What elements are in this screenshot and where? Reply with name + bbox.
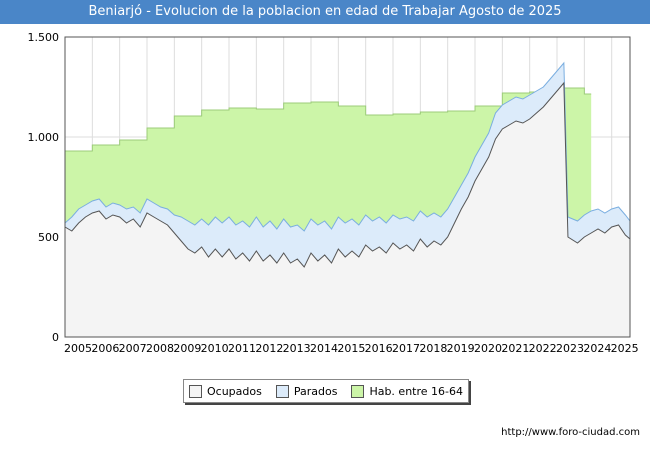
series-area-ocupados (65, 83, 630, 337)
source-credit: http://www.foro-ciudad.com (501, 427, 640, 438)
x-tick-label: 2023 (556, 342, 584, 355)
series-line-parados (64, 61, 631, 232)
series-line-ocupados (64, 81, 631, 268)
x-tick-label: 2018 (419, 342, 447, 355)
x-tick-label: 2007 (119, 342, 147, 355)
x-tick-label: 2005 (64, 342, 92, 355)
x-tick-label: 2022 (529, 342, 557, 355)
x-tick-label: 2019 (447, 342, 475, 355)
x-tick-label: 2009 (173, 342, 201, 355)
legend-label-parados: Parados (293, 384, 338, 398)
x-tick-label: 2013 (283, 342, 311, 355)
plot-frame (64, 36, 631, 338)
legend-item-ocupados: Ocupados (188, 384, 262, 398)
x-tick-label: 2025 (611, 342, 639, 355)
chart-title: Beniarjó - Evolucion de la poblacion en … (0, 0, 650, 24)
y-tick-label: 1.000 (28, 131, 60, 144)
legend-label-ocupados: Ocupados (206, 384, 262, 398)
legend-swatch-hab (351, 384, 365, 398)
legend: Ocupados Parados Hab. entre 16-64 (183, 379, 469, 403)
x-tick-label: 2020 (474, 342, 502, 355)
x-tick-label: 2012 (255, 342, 283, 355)
y-tick-label: 0 (52, 331, 59, 344)
x-tick-label: 2024 (583, 342, 611, 355)
watermark-text: FORO-CIUDAD.COM (228, 353, 468, 374)
x-tick-label: 2011 (228, 342, 256, 355)
x-tick-label: 2017 (392, 342, 420, 355)
legend-swatch-parados (275, 384, 289, 398)
x-tick-label: 2006 (91, 342, 119, 355)
x-tick-label: 2016 (365, 342, 393, 355)
y-tick-label: 1.500 (28, 31, 60, 44)
y-tick-label: 500 (38, 231, 59, 244)
x-tick-label: 2014 (310, 342, 338, 355)
x-tick-label: 2015 (337, 342, 365, 355)
watermark: FORO-CIUDAD.COM (228, 353, 468, 374)
data-areas (64, 61, 631, 337)
axes (64, 36, 631, 338)
x-tick-label: 2008 (146, 342, 174, 355)
legend-swatch-ocupados (188, 384, 202, 398)
legend-item-parados: Parados (275, 384, 338, 398)
series-line-hab (65, 87, 592, 152)
x-tick-label: 2010 (201, 342, 229, 355)
legend-label-hab: Hab. entre 16-64 (369, 384, 463, 398)
legend-item-hab: Hab. entre 16-64 (351, 384, 463, 398)
x-tick-label: 2021 (501, 342, 529, 355)
